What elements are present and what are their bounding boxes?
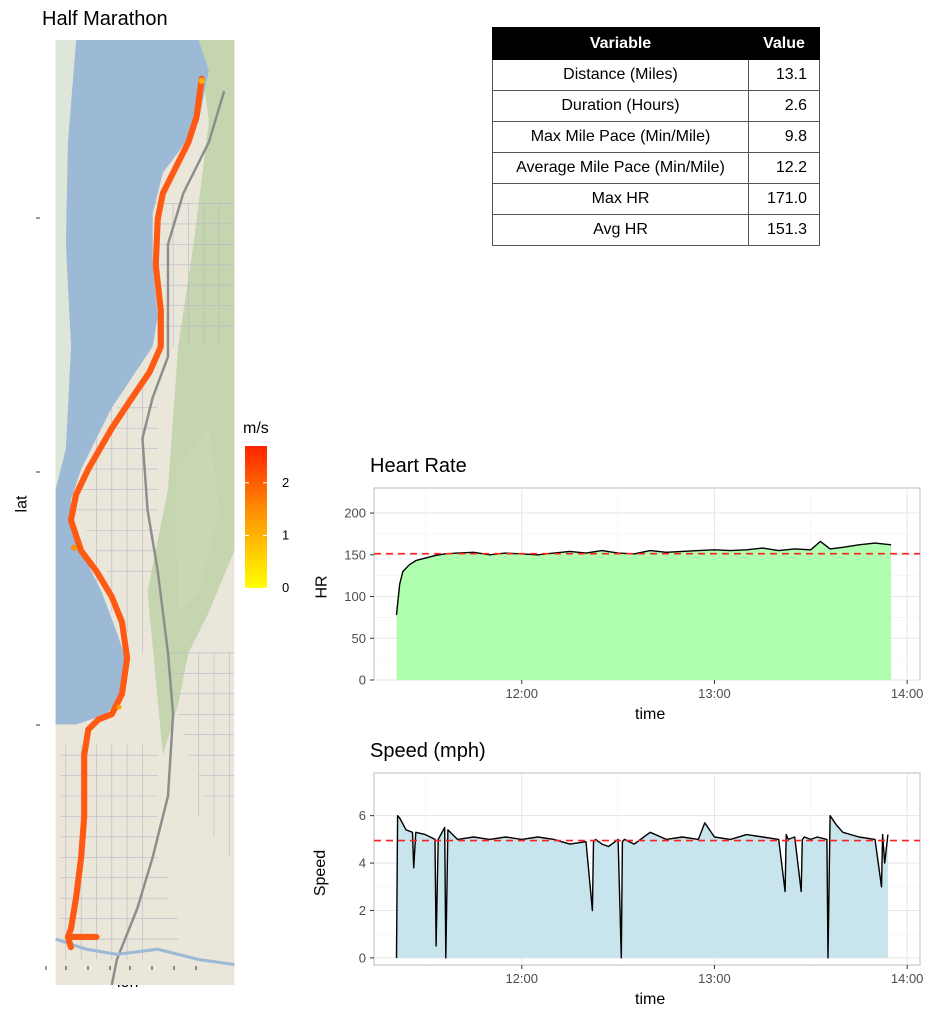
hr-x-axis-label: time bbox=[635, 706, 666, 723]
table-row: Max Mile Pace (Min/Mile) 9.8 bbox=[492, 121, 820, 153]
legend-tick-label: 1 bbox=[282, 527, 289, 542]
map-streets bbox=[60, 203, 235, 960]
table-row: Distance (Miles) 13.1 bbox=[492, 59, 820, 91]
series-line bbox=[395, 815, 889, 959]
map-highway bbox=[110, 90, 226, 985]
legend-tick-label: 0 bbox=[282, 580, 289, 595]
hr-y-axis-label: HR bbox=[313, 575, 331, 599]
speed-x-axis-label: time bbox=[635, 991, 666, 1008]
table-cell-variable: Avg HR bbox=[492, 214, 749, 246]
x-tick-label: 12:00 bbox=[505, 971, 538, 986]
legend-tick-label: 2 bbox=[282, 475, 289, 490]
x-tick-label: 14:00 bbox=[891, 686, 924, 701]
map-hills-2 bbox=[176, 428, 220, 613]
table-cell-variable: Max HR bbox=[492, 183, 749, 215]
y-tick-label: 6 bbox=[359, 808, 366, 823]
stats-table: Variable Value Distance (Miles) 13.1 Dura… bbox=[492, 27, 820, 246]
table-header-row: Variable Value bbox=[492, 27, 820, 60]
table-cell-value: 151.3 bbox=[748, 214, 820, 246]
table-row: Avg HR 151.3 bbox=[492, 214, 820, 246]
y-tick-label: 200 bbox=[344, 506, 366, 521]
legend-colorbar bbox=[245, 446, 267, 588]
x-tick-label: 13:00 bbox=[698, 971, 731, 986]
y-tick-label: 50 bbox=[352, 631, 366, 646]
map-hills bbox=[147, 40, 235, 756]
table-row: Average Mile Pace (Min/Mile) 12.2 bbox=[492, 152, 820, 184]
hr-chart-title: Heart Rate bbox=[370, 455, 467, 477]
area-fill bbox=[396, 815, 888, 958]
y-tick-label: 4 bbox=[359, 856, 366, 871]
table-cell-variable: Max Mile Pace (Min/Mile) bbox=[492, 121, 749, 153]
map-river bbox=[55, 937, 235, 967]
table-cell-value: 12.2 bbox=[748, 152, 820, 184]
table-cell-value: 2.6 bbox=[748, 90, 820, 122]
table-cell-variable: Distance (Miles) bbox=[492, 59, 749, 91]
map-route-slow-3 bbox=[116, 704, 122, 710]
x-tick-label: 14:00 bbox=[891, 971, 924, 986]
map-title: Half Marathon bbox=[42, 8, 168, 30]
map-axis-ticks bbox=[36, 217, 197, 970]
map-lake-edge bbox=[55, 40, 77, 490]
table-row: Max HR 171.0 bbox=[492, 183, 820, 215]
speed-y-axis-label: Speed bbox=[312, 849, 330, 897]
table-cell-value: 13.1 bbox=[748, 59, 820, 91]
speed-legend: 0 1 2 bbox=[245, 446, 289, 595]
speed-chart: 0 2 4 6 12:00 13:00 14:00 bbox=[359, 772, 924, 986]
table-cell-value: 9.8 bbox=[748, 121, 820, 153]
table-header-variable: Variable bbox=[492, 27, 749, 60]
table-row: Duration (Hours) 2.6 bbox=[492, 90, 820, 122]
y-tick-label: 2 bbox=[359, 903, 366, 918]
x-tick-label: 12:00 bbox=[505, 686, 538, 701]
y-tick-label: 0 bbox=[359, 950, 366, 965]
map-route bbox=[64, 75, 205, 951]
table-cell-variable: Average Mile Pace (Min/Mile) bbox=[492, 152, 749, 184]
x-tick-label: 13:00 bbox=[698, 686, 731, 701]
y-tick-label: 100 bbox=[344, 589, 366, 604]
y-tick-label: 0 bbox=[359, 673, 366, 688]
map-route-slow-2 bbox=[70, 544, 78, 551]
route-map bbox=[55, 40, 235, 985]
legend-title: m/s bbox=[243, 420, 269, 437]
table-cell-variable: Duration (Hours) bbox=[492, 90, 749, 122]
speed-chart-title: Speed (mph) bbox=[370, 740, 486, 762]
map-lake bbox=[55, 40, 209, 725]
table-header-value: Value bbox=[748, 27, 820, 60]
map-route-slow-1 bbox=[198, 77, 205, 84]
area-fill bbox=[396, 541, 892, 680]
table-cell-value: 171.0 bbox=[748, 183, 820, 215]
y-tick-label: 150 bbox=[344, 547, 366, 562]
map-y-axis-label: lat bbox=[13, 495, 31, 513]
hr-chart: 0 50 100 150 200 12:00 13:00 14:00 bbox=[344, 487, 924, 701]
